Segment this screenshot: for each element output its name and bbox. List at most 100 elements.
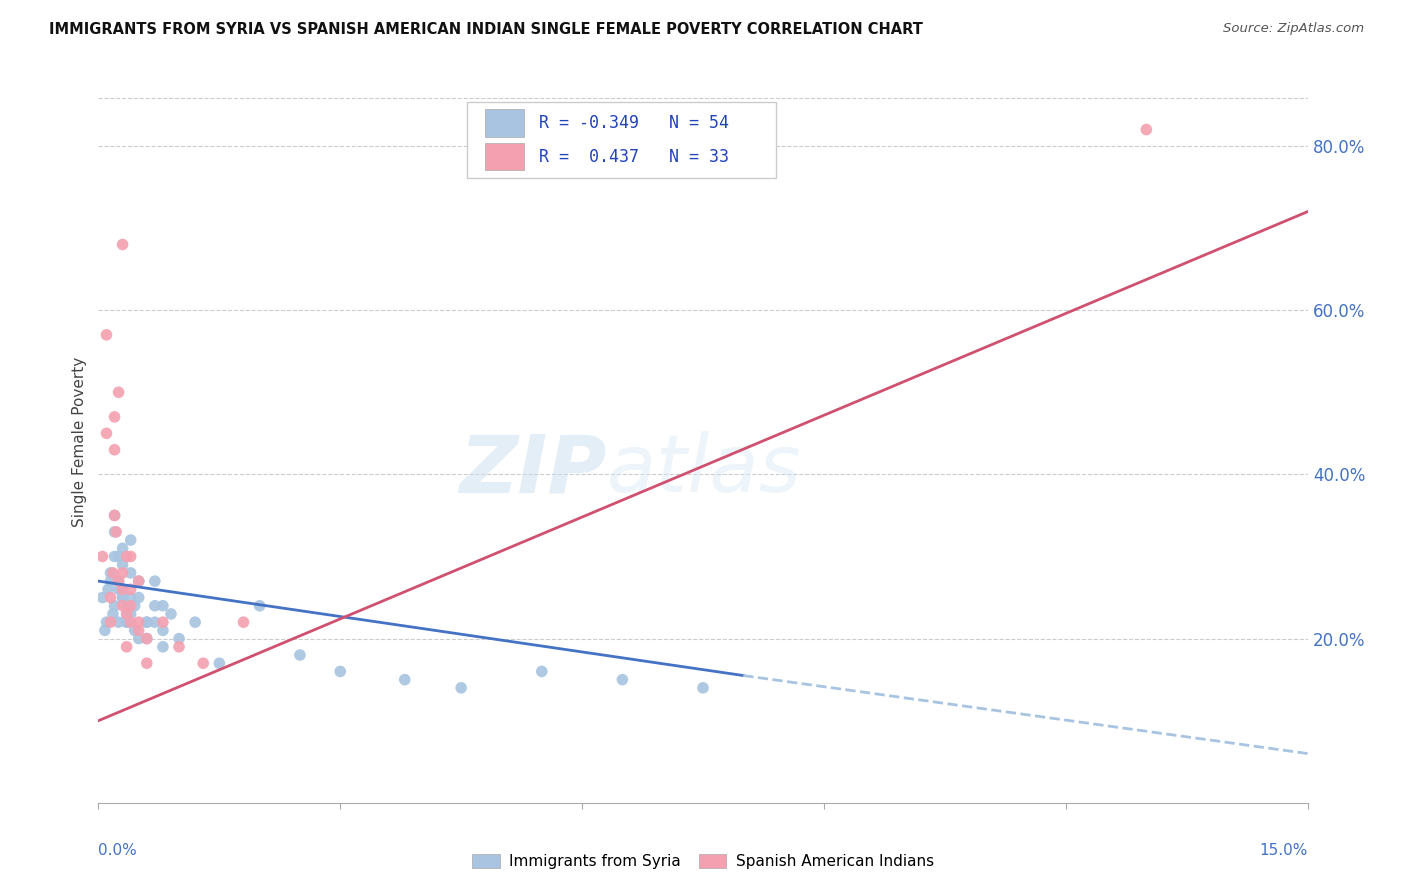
Point	[249, 599, 271, 613]
Point	[103, 508, 125, 523]
Text: 0.0%: 0.0%	[98, 843, 138, 857]
Point	[135, 632, 157, 646]
Point	[120, 615, 142, 630]
Point	[100, 615, 122, 630]
Point	[208, 657, 231, 671]
Text: atlas: atlas	[606, 432, 801, 509]
Point	[96, 327, 118, 342]
Point	[530, 665, 553, 679]
Text: R =  0.437   N = 33: R = 0.437 N = 33	[538, 147, 728, 166]
Point	[91, 591, 114, 605]
Point	[107, 615, 129, 630]
Text: IMMIGRANTS FROM SYRIA VS SPANISH AMERICAN INDIAN SINGLE FEMALE POVERTY CORRELATI: IMMIGRANTS FROM SYRIA VS SPANISH AMERICA…	[49, 22, 924, 37]
Point	[103, 442, 125, 457]
Y-axis label: Single Female Poverty: Single Female Poverty	[72, 357, 87, 526]
Point	[124, 624, 146, 638]
Point	[107, 574, 129, 588]
Point	[103, 409, 125, 424]
Point	[103, 549, 125, 564]
Point	[101, 607, 124, 621]
Point	[120, 591, 142, 605]
Point	[91, 549, 114, 564]
Point	[612, 673, 634, 687]
Point	[1135, 122, 1157, 136]
Point	[329, 665, 352, 679]
Point	[128, 615, 150, 630]
Point	[120, 549, 142, 564]
Point	[120, 566, 142, 580]
Point	[120, 533, 142, 547]
Point	[143, 574, 166, 588]
Point	[288, 648, 311, 662]
Point	[143, 615, 166, 630]
Point	[111, 558, 134, 572]
Point	[111, 591, 134, 605]
Point	[692, 681, 714, 695]
Point	[115, 599, 138, 613]
Point	[232, 615, 254, 630]
Point	[100, 591, 122, 605]
Point	[107, 582, 129, 597]
Point	[152, 624, 174, 638]
Point	[128, 624, 150, 638]
Point	[128, 574, 150, 588]
Point	[101, 566, 124, 580]
Point	[103, 508, 125, 523]
Point	[111, 591, 134, 605]
Point	[120, 582, 142, 597]
Point	[107, 385, 129, 400]
Point	[111, 599, 134, 613]
Bar	[485, 110, 524, 137]
Point	[115, 607, 138, 621]
Point	[160, 607, 183, 621]
Point	[107, 549, 129, 564]
Point	[97, 582, 120, 597]
Point	[128, 591, 150, 605]
Point	[152, 640, 174, 654]
Point	[103, 524, 125, 539]
Point	[193, 657, 215, 671]
Point	[450, 681, 472, 695]
Point	[115, 607, 138, 621]
Point	[152, 615, 174, 630]
Point	[100, 566, 122, 580]
Point	[94, 624, 117, 638]
Point	[135, 615, 157, 630]
Point	[115, 615, 138, 630]
Point	[184, 615, 207, 630]
Text: R = -0.349   N = 54: R = -0.349 N = 54	[538, 114, 728, 132]
Text: ZIP: ZIP	[458, 432, 606, 509]
Point	[103, 599, 125, 613]
Point	[111, 582, 134, 597]
Point	[124, 599, 146, 613]
Point	[105, 524, 128, 539]
Point	[128, 574, 150, 588]
Point	[167, 640, 190, 654]
Point	[111, 237, 134, 252]
Point	[135, 657, 157, 671]
Point	[120, 599, 142, 613]
Point	[115, 615, 138, 630]
Text: Source: ZipAtlas.com: Source: ZipAtlas.com	[1223, 22, 1364, 36]
Point	[100, 574, 122, 588]
Point	[135, 632, 157, 646]
Point	[96, 426, 118, 441]
Point	[128, 632, 150, 646]
Point	[107, 574, 129, 588]
Bar	[467, 102, 776, 178]
Point	[111, 566, 134, 580]
Point	[135, 615, 157, 630]
Legend: Immigrants from Syria, Spanish American Indians: Immigrants from Syria, Spanish American …	[467, 848, 939, 875]
Point	[115, 640, 138, 654]
Point	[167, 632, 190, 646]
Text: 15.0%: 15.0%	[1260, 843, 1308, 857]
Point	[394, 673, 416, 687]
Point	[111, 582, 134, 597]
Point	[111, 541, 134, 556]
Bar	[485, 143, 524, 170]
Point	[143, 599, 166, 613]
Point	[152, 599, 174, 613]
Point	[115, 549, 138, 564]
Point	[96, 615, 118, 630]
Point	[120, 607, 142, 621]
